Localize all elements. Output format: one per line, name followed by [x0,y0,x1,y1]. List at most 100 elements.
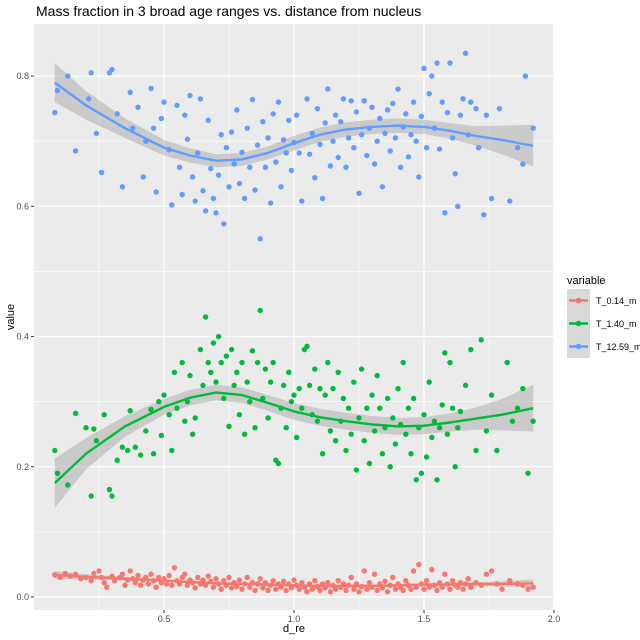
data-point-t-0-14-m [184,582,191,588]
data-point-t-12-59-m [278,184,284,190]
data-point-t-1-40-m [179,359,185,366]
data-point-t-1-40-m [148,406,154,413]
data-point-t-0-14-m [408,586,414,592]
data-point-t-1-40-m [530,418,536,424]
data-point-t-1-40-m [405,405,412,411]
data-point-t-0-14-m [153,584,159,590]
data-point-t-12-59-m [377,115,383,122]
data-point-t-0-14-m [122,582,128,588]
data-point-t-12-59-m [421,65,427,71]
data-point-t-12-59-m [395,86,401,92]
data-point-t-0-14-m [218,586,224,592]
data-point-t-12-59-m [153,189,159,195]
data-point-t-0-14-m [366,579,373,586]
y-tick-label: 0.8 [16,71,29,81]
data-point-t-0-14-m [400,587,406,594]
data-point-t-12-59-m [322,120,328,126]
data-point-t-1-40-m [343,447,349,454]
data-point-t-0-14-m [265,587,271,594]
data-point-t-0-14-m [195,574,201,581]
data-point-t-12-59-m [288,167,295,174]
data-point-t-0-14-m [228,585,235,591]
data-point-t-1-40-m [314,418,321,424]
data-point-t-1-40-m [449,405,456,411]
data-point-t-1-40-m [468,346,474,353]
y-tick-label: 0.2 [16,462,29,472]
y-tick-label: 0.4 [16,332,29,342]
smooth-line-t-12-59-m [54,81,534,162]
data-point-t-12-59-m [530,125,536,131]
x-tick-label: 0.5 [158,614,171,624]
legend-label-t-1-40-m: T_1.40_m [596,319,637,329]
data-point-t-1-40-m [241,431,248,437]
data-point-t-1-40-m [174,405,180,411]
data-point-t-12-59-m [452,171,458,177]
data-point-t-12-59-m [330,138,336,144]
data-point-t-1-40-m [200,382,206,389]
data-point-t-12-59-m [338,118,344,125]
data-point-t-1-40-m [447,359,453,366]
data-point-t-0-14-m [239,586,245,592]
data-point-t-1-40-m [124,447,131,454]
data-point-t-1-40-m [384,395,391,402]
x-tick-label: 2.0 [548,614,561,624]
data-point-t-12-59-m [312,174,318,181]
data-point-t-1-40-m [408,451,414,457]
data-point-t-12-59-m [403,111,409,117]
data-point-t-1-40-m [254,359,261,366]
data-point-t-0-14-m [317,587,323,594]
data-point-t-0-14-m [171,564,178,571]
data-point-t-1-40-m [158,432,165,439]
data-point-t-0-14-m [410,568,417,574]
data-point-t-12-59-m [317,141,323,148]
data-point-t-1-40-m [374,372,380,379]
data-point-t-1-40-m [371,428,378,434]
data-point-t-12-59-m [254,142,261,148]
data-point-t-12-59-m [319,195,326,202]
data-point-t-1-40-m [234,369,240,376]
data-point-t-1-40-m [166,411,172,418]
data-point-t-1-40-m [286,369,292,376]
data-point-t-12-59-m [273,159,279,165]
data-point-t-12-59-m [371,161,378,167]
data-point-t-1-40-m [351,379,357,385]
data-point-t-1-40-m [353,467,360,473]
data-point-t-0-14-m [530,584,536,590]
data-point-t-1-40-m [520,385,526,392]
data-point-t-1-40-m [267,379,274,385]
data-point-t-0-14-m [468,584,474,590]
data-point-t-1-40-m [189,431,196,437]
legend-point-t-0-14-m [575,297,582,304]
data-point-t-12-59-m [85,96,92,102]
data-point-t-12-59-m [387,148,393,154]
data-point-t-1-40-m [455,424,461,431]
data-point-t-12-59-m [223,145,230,151]
data-point-t-0-14-m [356,589,362,595]
data-point-t-1-40-m [127,408,133,414]
data-point-t-0-14-m [247,584,253,590]
data-point-t-12-59-m [213,210,219,216]
data-point-t-1-40-m [192,415,198,421]
x-tick-label: 1.0 [288,614,301,624]
data-point-t-0-14-m [416,561,422,568]
data-point-t-12-59-m [481,212,487,218]
data-point-t-0-14-m [465,576,471,582]
data-point-t-0-14-m [304,589,310,595]
data-point-t-0-14-m [429,566,435,573]
data-point-t-0-14-m [182,571,188,577]
data-point-t-1-40-m [304,343,310,349]
data-point-t-12-59-m [249,96,256,103]
data-point-t-1-40-m [54,470,61,476]
data-point-t-0-14-m [119,571,126,577]
data-point-t-1-40-m [439,402,445,408]
smooth-line-t-1-40-m [53,391,534,484]
data-point-t-1-40-m [291,392,297,398]
data-point-t-1-40-m [410,395,417,402]
data-point-t-12-59-m [205,117,211,124]
axis-ticks: 0.5 1.0 1.5 2.0 0.0 0.2 0.4 0.6 0.8 [16,71,560,624]
data-point-t-12-59-m [299,198,305,204]
data-point-t-1-40-m [231,382,237,389]
data-point-t-1-40-m [431,418,438,424]
data-point-t-1-40-m [161,392,167,398]
data-point-t-12-59-m [327,163,334,169]
